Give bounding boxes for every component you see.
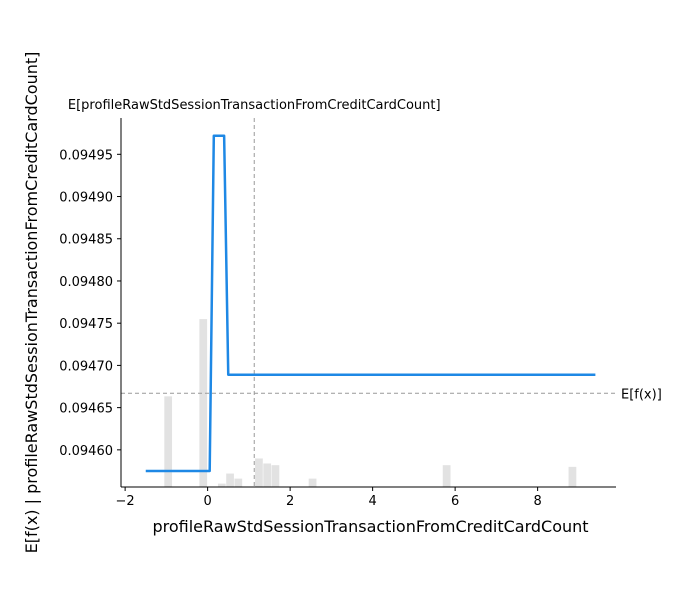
x-tick-label: 4 (368, 494, 376, 509)
histogram-bar-4 (234, 478, 243, 487)
histogram-bar-8 (308, 478, 317, 487)
histogram-bar-7 (271, 465, 280, 487)
series-line-0 (145, 134, 596, 473)
histogram-bar-3 (226, 473, 234, 487)
histogram-bar-10 (568, 466, 577, 487)
axes (120, 118, 616, 488)
series-lines (145, 134, 596, 473)
x-tick-label: 6 (451, 494, 459, 509)
ticks: −2 0 2 4 6 8 0.09460 0.09465 0.09470 0.09475 0.094… (59, 148, 542, 509)
histogram-bar-9 (442, 465, 451, 487)
y-tick-label: 0.09465 (59, 402, 113, 417)
y-tick-label: 0.09460 (59, 444, 113, 459)
reference-lines (121, 118, 616, 487)
y-tick-label: 0.09475 (59, 317, 113, 332)
y-tick-label: 0.09490 (59, 191, 113, 206)
y-tick-label: 0.09485 (59, 233, 113, 248)
histogram-bar-6 (263, 463, 272, 487)
x-tick-label: −2 (116, 494, 135, 509)
expected-x-annotation: E[profileRawStdSessionTransactionFromCre… (68, 98, 441, 113)
histogram-bar-5 (255, 458, 263, 487)
x-tick-label: 2 (286, 494, 294, 509)
x-tick-label: 8 (533, 494, 541, 509)
histogram-bar-1 (199, 319, 208, 487)
x-tick-label: 0 (203, 494, 211, 509)
y-axis-title: E[f(x) | profileRawStdSessionTransaction… (22, 52, 41, 554)
histogram-bar-2 (217, 483, 226, 487)
y-tick-label: 0.09495 (59, 148, 113, 163)
x-axis-title: profileRawStdSessionTransactionFromCredi… (152, 517, 588, 536)
expected-fx-annotation: E[f(x)] (621, 387, 662, 402)
y-tick-label: 0.09480 (59, 275, 113, 290)
y-tick-label: 0.09470 (59, 359, 113, 374)
histogram (164, 319, 577, 487)
histogram-bar-0 (164, 396, 173, 487)
